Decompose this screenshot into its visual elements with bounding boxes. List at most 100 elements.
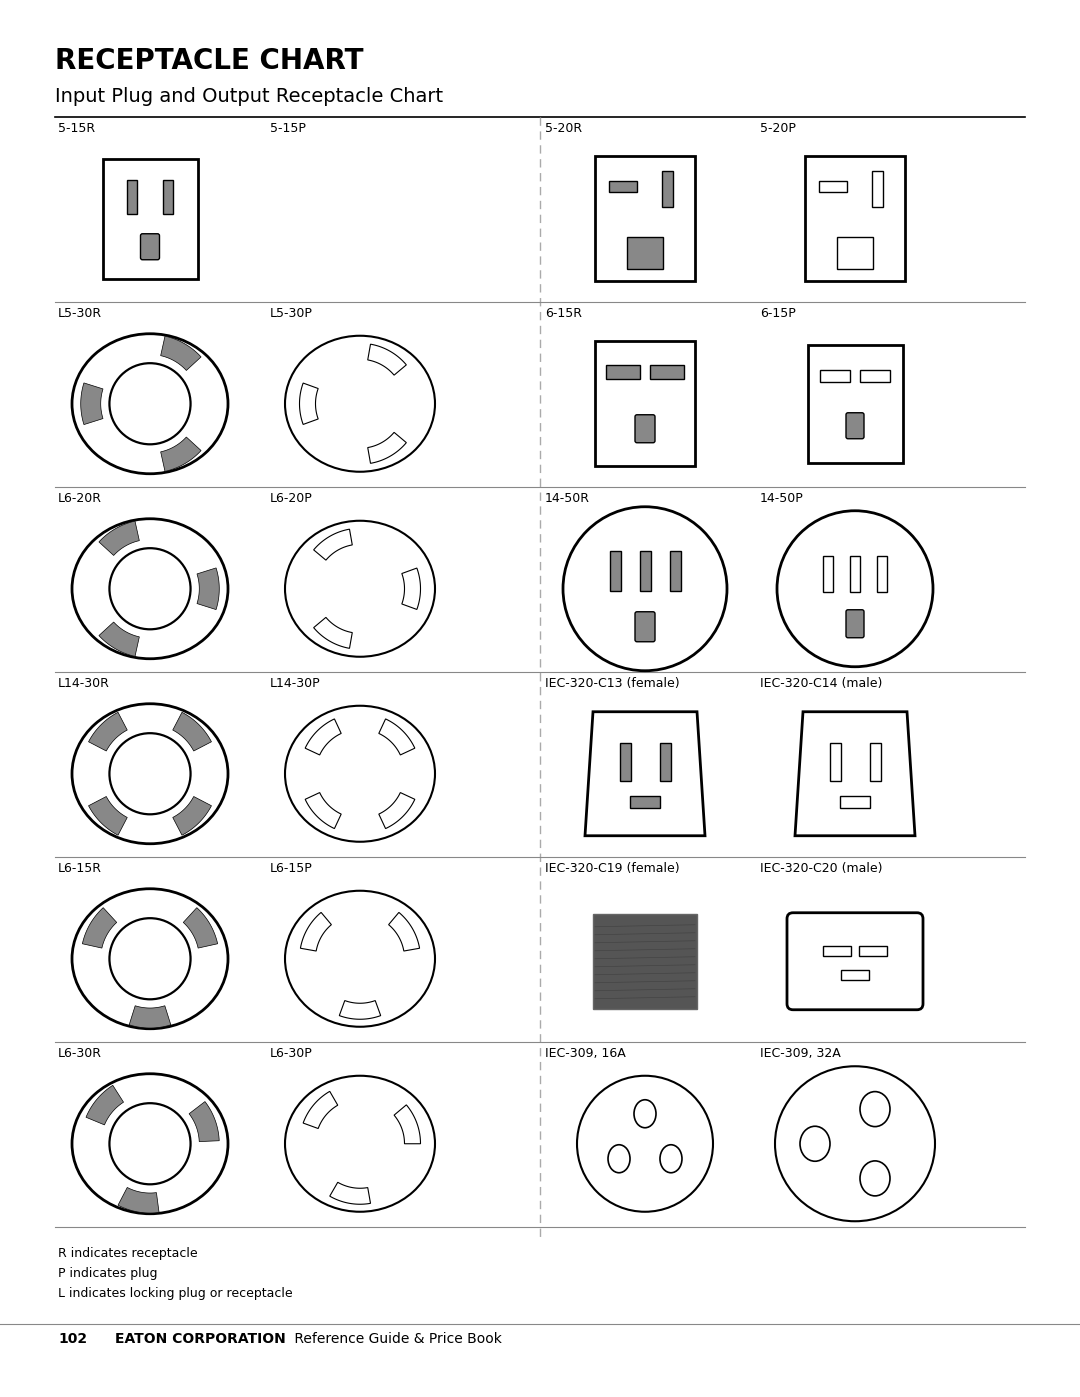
Ellipse shape (285, 705, 435, 842)
FancyBboxPatch shape (620, 743, 631, 781)
Ellipse shape (860, 1161, 890, 1196)
FancyBboxPatch shape (829, 743, 840, 781)
FancyBboxPatch shape (840, 796, 870, 807)
Text: 5-15R: 5-15R (58, 122, 95, 136)
Circle shape (109, 548, 190, 629)
Ellipse shape (72, 1074, 228, 1214)
Text: 102: 102 (58, 1331, 87, 1345)
Polygon shape (173, 712, 212, 752)
Text: L6-20P: L6-20P (270, 492, 313, 504)
FancyBboxPatch shape (630, 796, 660, 807)
FancyBboxPatch shape (846, 609, 864, 638)
Text: L6-15P: L6-15P (270, 862, 313, 875)
Circle shape (577, 1076, 713, 1211)
FancyBboxPatch shape (846, 412, 864, 439)
FancyBboxPatch shape (639, 550, 650, 591)
Ellipse shape (72, 518, 228, 659)
Text: 6-15P: 6-15P (760, 307, 796, 320)
Polygon shape (329, 1182, 370, 1204)
Polygon shape (306, 719, 341, 754)
Text: L14-30P: L14-30P (270, 678, 321, 690)
FancyBboxPatch shape (661, 170, 673, 207)
Circle shape (109, 363, 190, 444)
Polygon shape (184, 908, 218, 949)
Text: R indicates receptacle: R indicates receptacle (58, 1248, 198, 1260)
Circle shape (109, 733, 190, 814)
Polygon shape (89, 712, 127, 752)
Polygon shape (82, 908, 117, 949)
Ellipse shape (800, 1126, 831, 1161)
Polygon shape (313, 617, 352, 648)
Text: 5-20P: 5-20P (760, 122, 796, 136)
FancyBboxPatch shape (163, 180, 173, 214)
FancyBboxPatch shape (670, 550, 680, 591)
Circle shape (563, 507, 727, 671)
Text: IEC-320-C20 (male): IEC-320-C20 (male) (760, 862, 882, 875)
FancyBboxPatch shape (850, 556, 860, 592)
FancyBboxPatch shape (819, 182, 847, 193)
FancyBboxPatch shape (872, 170, 882, 207)
Polygon shape (303, 1091, 338, 1129)
Text: L6-30P: L6-30P (270, 1046, 313, 1060)
Polygon shape (130, 1006, 171, 1028)
Text: L14-30R: L14-30R (58, 678, 110, 690)
Text: 5-15P: 5-15P (270, 122, 306, 136)
FancyBboxPatch shape (823, 946, 851, 956)
Ellipse shape (285, 891, 435, 1027)
Text: L indicates locking plug or receptacle: L indicates locking plug or receptacle (58, 1287, 293, 1301)
Text: Input Plug and Output Receptacle Chart: Input Plug and Output Receptacle Chart (55, 87, 443, 106)
Polygon shape (313, 529, 352, 560)
Polygon shape (99, 622, 139, 657)
Polygon shape (189, 1102, 219, 1141)
Text: RECEPTACLE CHART: RECEPTACLE CHART (55, 47, 364, 75)
FancyBboxPatch shape (841, 970, 869, 979)
FancyBboxPatch shape (823, 556, 833, 592)
Polygon shape (197, 569, 219, 609)
Polygon shape (173, 796, 212, 835)
Text: 14-50R: 14-50R (545, 492, 590, 504)
Text: Reference Guide & Price Book: Reference Guide & Price Book (291, 1331, 502, 1345)
FancyBboxPatch shape (635, 612, 654, 641)
Text: IEC-309, 16A: IEC-309, 16A (545, 1046, 625, 1060)
Text: IEC-320-C13 (female): IEC-320-C13 (female) (545, 678, 679, 690)
FancyBboxPatch shape (787, 912, 923, 1010)
Text: 6-15R: 6-15R (545, 307, 582, 320)
Ellipse shape (72, 704, 228, 844)
Polygon shape (339, 1000, 380, 1020)
FancyBboxPatch shape (595, 341, 696, 467)
FancyBboxPatch shape (606, 365, 640, 379)
Text: P indicates plug: P indicates plug (58, 1267, 158, 1280)
FancyBboxPatch shape (127, 180, 137, 214)
Text: 5-20R: 5-20R (545, 122, 582, 136)
FancyBboxPatch shape (595, 156, 696, 281)
FancyBboxPatch shape (635, 415, 654, 443)
Polygon shape (299, 383, 319, 425)
FancyBboxPatch shape (650, 365, 684, 379)
FancyBboxPatch shape (660, 743, 671, 781)
FancyBboxPatch shape (869, 743, 880, 781)
Polygon shape (118, 1187, 159, 1213)
Polygon shape (161, 337, 201, 370)
Text: L5-30R: L5-30R (58, 307, 103, 320)
Polygon shape (367, 432, 406, 464)
Polygon shape (89, 796, 127, 835)
FancyBboxPatch shape (593, 914, 697, 1009)
Circle shape (109, 918, 190, 999)
Polygon shape (306, 792, 341, 828)
FancyBboxPatch shape (627, 236, 663, 268)
Polygon shape (367, 344, 406, 376)
FancyBboxPatch shape (140, 233, 160, 260)
Circle shape (777, 511, 933, 666)
Polygon shape (402, 569, 420, 609)
Polygon shape (379, 792, 415, 828)
Polygon shape (81, 383, 103, 425)
Polygon shape (161, 437, 201, 471)
Polygon shape (300, 912, 332, 951)
Text: L6-15R: L6-15R (58, 862, 102, 875)
Polygon shape (379, 719, 415, 754)
FancyBboxPatch shape (837, 236, 873, 268)
Ellipse shape (285, 1076, 435, 1211)
Polygon shape (86, 1085, 123, 1125)
Text: 14-50P: 14-50P (760, 492, 804, 504)
Text: L6-30R: L6-30R (58, 1046, 102, 1060)
